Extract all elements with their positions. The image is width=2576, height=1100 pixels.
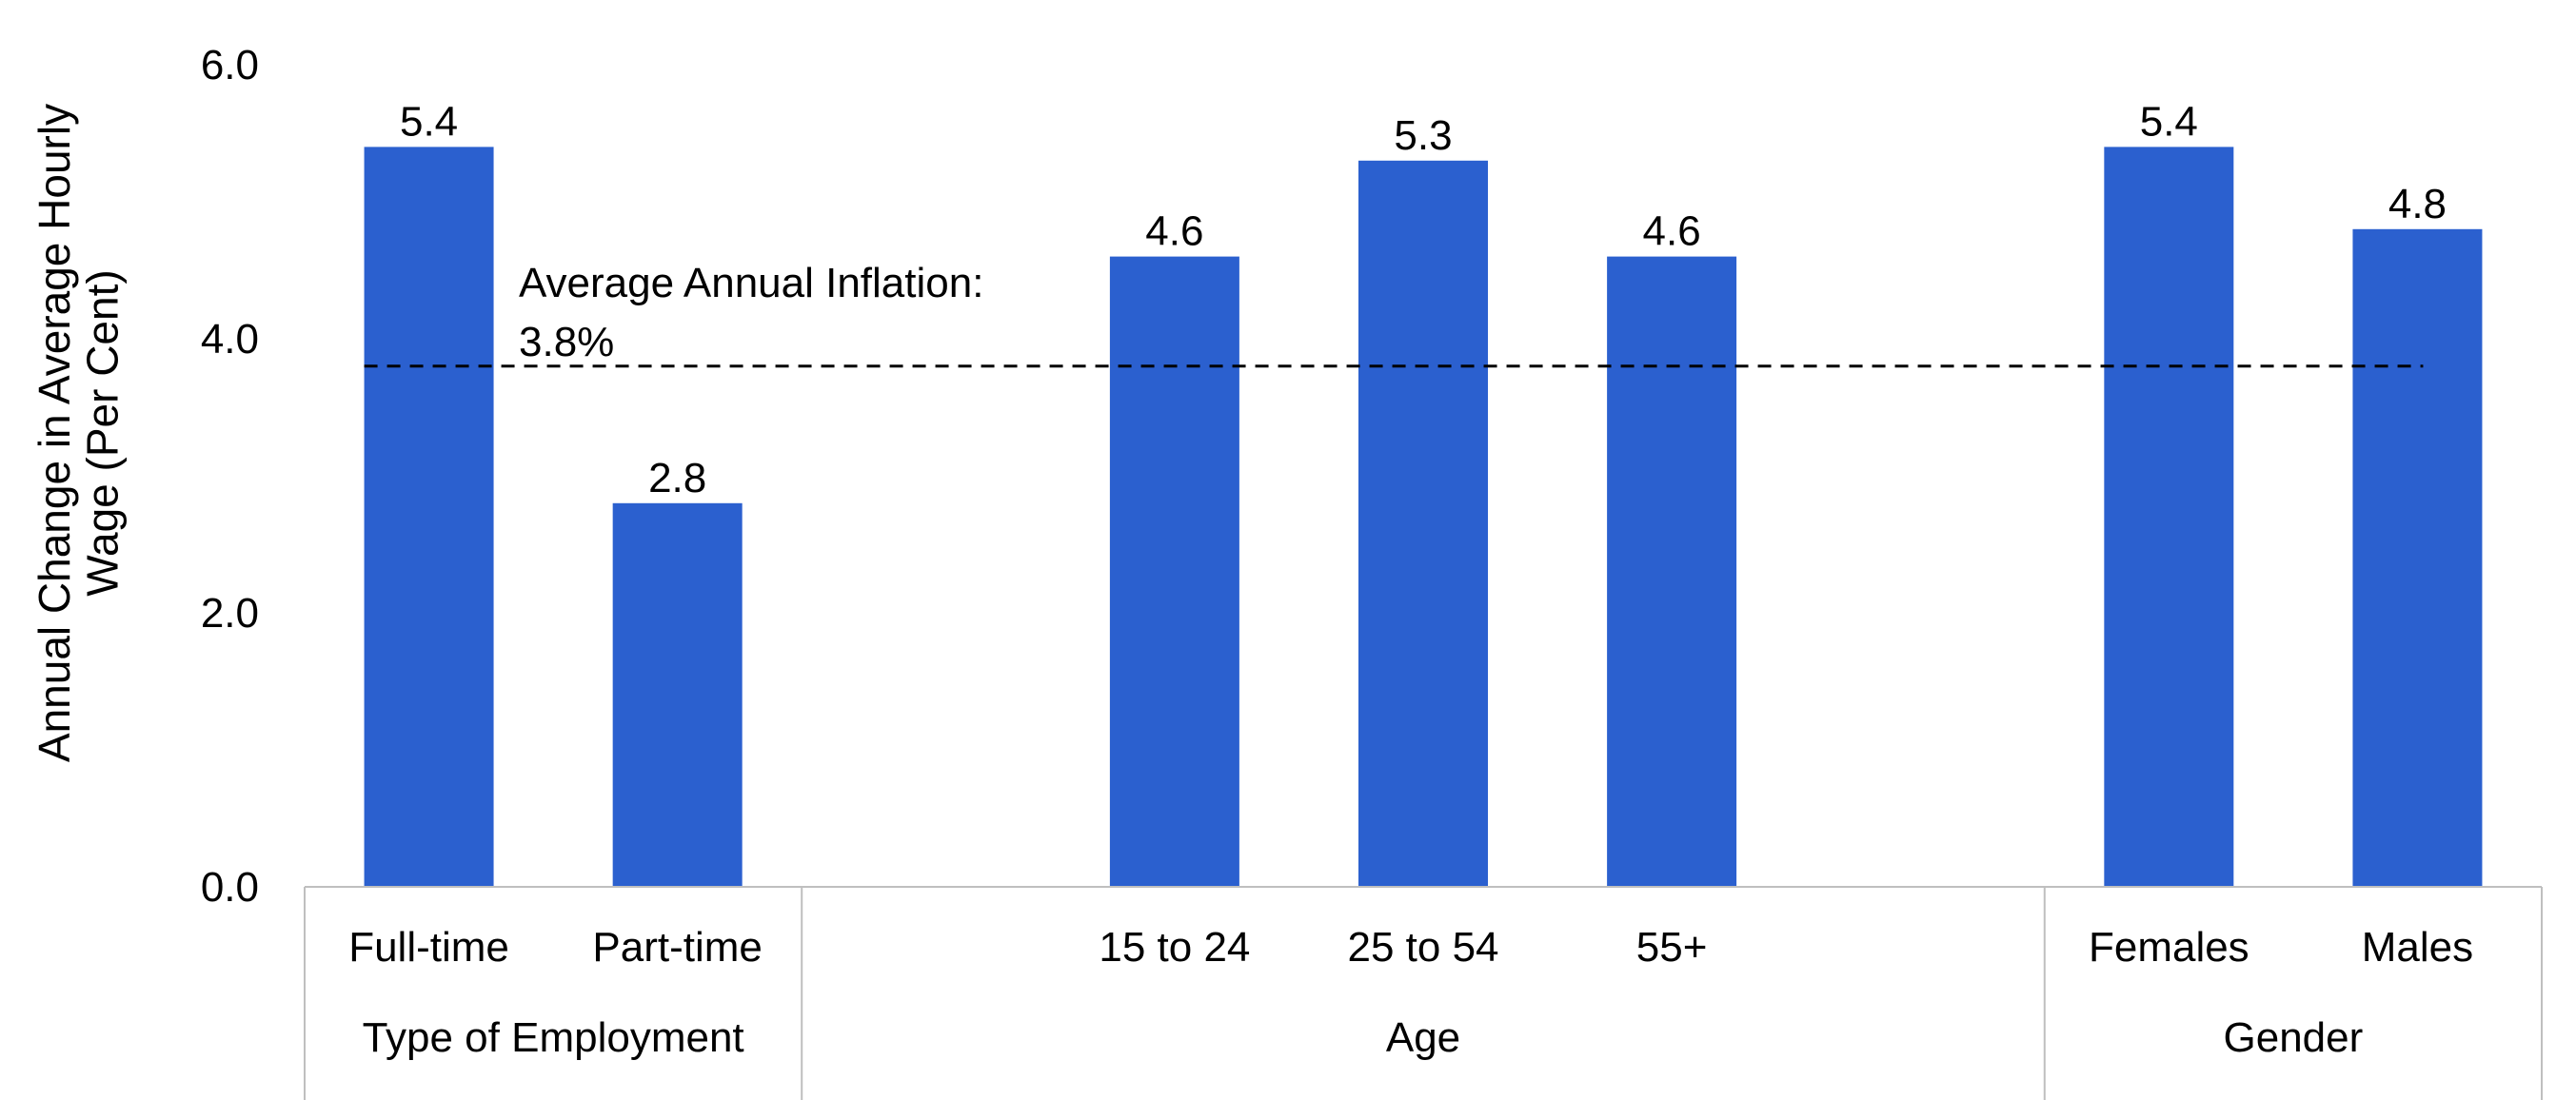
reference-line-group: Average Annual Inflation: 3.8% bbox=[364, 260, 2424, 368]
inflation-annotation-line: Average Annual Inflation: bbox=[519, 260, 983, 306]
x-axis: Full-time Part-time 15 to 24 25 to 54 55+ Fem… bbox=[304, 886, 2543, 1100]
inflation-annotation-line: 3.8% bbox=[519, 319, 614, 365]
y-axis-ticks: 0.0 2.0 4.0 6.0 bbox=[201, 42, 259, 911]
category-label: Full-time bbox=[348, 924, 509, 971]
category-label: Males bbox=[2362, 924, 2473, 971]
bar-value-label: 5.4 bbox=[2140, 98, 2198, 145]
bar-value-label: 5.4 bbox=[400, 98, 458, 145]
category-label: 25 to 54 bbox=[1347, 924, 1498, 971]
y-axis-title: Annual Change in Average HourlyWage (Per… bbox=[30, 104, 128, 762]
y-axis-title-text: Annual Change in Average HourlyWage (Per… bbox=[30, 104, 128, 762]
y-axis-title-line: Annual Change in Average Hourly bbox=[30, 104, 79, 762]
y-tick-label: 2.0 bbox=[201, 590, 259, 637]
y-tick-label: 6.0 bbox=[201, 42, 259, 88]
bar bbox=[2104, 147, 2234, 887]
bar bbox=[2352, 228, 2483, 888]
category-label: 15 to 24 bbox=[1099, 924, 1250, 971]
bars bbox=[364, 147, 2483, 888]
y-tick-label: 0.0 bbox=[201, 864, 259, 911]
bar bbox=[364, 147, 494, 887]
bar-value-label: 4.6 bbox=[1145, 208, 1203, 255]
category-label: Part-time bbox=[592, 924, 762, 971]
bar bbox=[612, 502, 743, 887]
bar-value-label: 2.8 bbox=[648, 455, 706, 501]
y-tick-label: 4.0 bbox=[201, 316, 259, 363]
bar bbox=[1358, 160, 1488, 888]
bar bbox=[1109, 256, 1239, 888]
y-axis-title-line: Wage (Per Cent) bbox=[78, 269, 128, 596]
category-label: 55+ bbox=[1636, 924, 1708, 971]
bar-value-label: 4.8 bbox=[2388, 181, 2447, 227]
group-label: Age bbox=[1386, 1014, 1460, 1061]
group-label: Type of Employment bbox=[363, 1014, 744, 1061]
inflation-annotation: Average Annual Inflation: 3.8% bbox=[519, 260, 983, 365]
group-label: Gender bbox=[2224, 1014, 2364, 1061]
category-label: Females bbox=[2089, 924, 2249, 971]
value-labels: 5.4 2.8 4.6 5.3 4.6 5.4 4.8 bbox=[400, 98, 2447, 501]
bar bbox=[1607, 256, 1737, 888]
bar-value-label: 5.3 bbox=[1394, 112, 1452, 159]
bar-value-label: 4.6 bbox=[1643, 208, 1701, 255]
